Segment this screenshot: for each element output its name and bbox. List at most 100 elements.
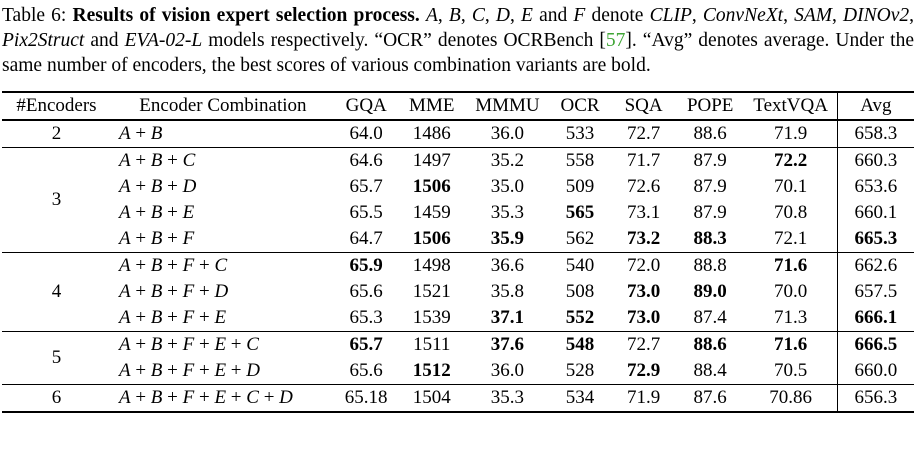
caption-segment: A — [425, 5, 438, 26]
caption-segment: models respectively. “OCR” denotes OCRBe… — [202, 30, 606, 51]
cell-avg: 658.3 — [836, 120, 914, 148]
table-row: A + B + F + E + D 65.6 1512 36.0 528 72.9 88.4… — [2, 358, 914, 385]
cell-mme: 1486 — [412, 123, 451, 144]
caption-segment: SAM — [794, 5, 833, 26]
column-header-encoder-combination: Encoder Combination — [139, 95, 307, 116]
caption-segment: Results of vision expert selection proce… — [72, 5, 426, 26]
caption-segment: C — [471, 5, 485, 26]
encoder-letter: D — [246, 360, 260, 381]
cell-mmmu: 35.3 — [490, 202, 525, 223]
encoder-letter: B — [150, 123, 163, 144]
caption-segment: B — [448, 5, 461, 26]
cell-gqa: 65.6 — [349, 281, 383, 302]
encoder-letter: F — [182, 255, 195, 276]
cell-gqa: 65.3 — [349, 307, 383, 328]
cell-textvqa: 71.6 — [774, 334, 808, 355]
cell-pope: 87.9 — [693, 202, 727, 223]
encoder-letter: A — [118, 228, 131, 249]
encoder-combination: A + B + F — [118, 228, 195, 249]
cell-mme: 1521 — [412, 281, 451, 302]
cell-ocr: 552 — [565, 307, 595, 328]
encoder-letter: C — [246, 334, 259, 355]
encoder-combination: A + B + F + E + D — [118, 360, 260, 381]
encoder-letter: D — [182, 176, 197, 197]
caption-segment: F — [573, 5, 586, 26]
cell-mmmu: 36.6 — [490, 255, 525, 276]
cell-mme: 1506 — [412, 176, 451, 197]
cell-mmmu: 37.6 — [490, 334, 525, 355]
table-row: 4 A + B + F + C 65.9 1498 36.6 540 72.0 88.8 71.… — [2, 252, 914, 302]
column-header-sqa: SQA — [624, 95, 663, 116]
column-header-mmmu: MMMU — [475, 95, 540, 116]
cell-mmmu: 35.0 — [490, 176, 525, 197]
encoder-letter: B — [150, 202, 163, 223]
encoders-count: 5 — [51, 347, 62, 368]
cell-mme: 1512 — [412, 360, 451, 381]
encoders-count: 4 — [51, 281, 62, 302]
cell-gqa: 65.6 — [349, 360, 383, 381]
caption-segment: denote — [585, 5, 650, 26]
column-header-textvqa: TextVQA — [753, 95, 828, 116]
cell-ocr: 528 — [565, 360, 595, 381]
cell-sqa: 71.7 — [626, 150, 661, 171]
encoder-combination: A + B + D — [118, 176, 197, 197]
encoder-letter: E — [214, 360, 227, 381]
cell-mmmu: 35.3 — [490, 387, 525, 408]
encoder-letter: B — [150, 360, 163, 381]
cell-mmmu: 37.1 — [490, 307, 525, 328]
caption-segment: DINOv2 — [843, 5, 910, 26]
encoder-letter: A — [118, 150, 131, 171]
encoders-count: 3 — [51, 189, 62, 210]
column-header-mme: MME — [409, 95, 455, 116]
cell-gqa: 65.5 — [349, 202, 383, 223]
cell-gqa: 64.0 — [349, 123, 383, 144]
table-caption: Table 6: Results of vision expert select… — [2, 3, 914, 78]
caption-segment: , — [509, 5, 522, 26]
cell-pope: 88.6 — [693, 334, 727, 355]
column-header-ocr: OCR — [560, 95, 600, 116]
encoder-combination: A + B + F + E + C — [118, 334, 259, 355]
caption-segment: , — [832, 5, 844, 26]
encoder-letter: F — [182, 360, 195, 381]
cell-pope: 87.9 — [693, 150, 727, 171]
cell-mme: 1498 — [412, 255, 451, 276]
cell-avg: 666.1 — [836, 305, 914, 332]
cell-mmmu: 36.0 — [490, 360, 525, 381]
cell-avg: 660.0 — [836, 358, 914, 385]
cell-mme: 1504 — [412, 387, 451, 408]
cell-pope: 87.6 — [693, 387, 727, 408]
encoder-letter: A — [118, 387, 131, 408]
cell-sqa: 72.9 — [626, 360, 661, 381]
cell-textvqa: 71.9 — [774, 123, 808, 144]
encoder-letter: B — [150, 176, 163, 197]
caption-segment: , — [783, 5, 795, 26]
cell-avg: 660.1 — [836, 200, 914, 226]
encoder-letter: B — [150, 334, 163, 355]
encoder-letter: A — [118, 307, 131, 328]
table-row: A + B + D 65.7 1506 35.0 509 72.6 87.9 70.1 653.… — [2, 174, 914, 200]
cell-avg: 653.6 — [836, 174, 914, 200]
table-row: A + B + F + E 65.3 1539 37.1 552 73.0 87.4 71.3… — [2, 305, 914, 332]
encoder-combination: A + B + F + C — [118, 255, 228, 276]
table-header: #Encoders Encoder Combination GQA MME MMMU OC… — [2, 92, 914, 120]
table-row: 6 A + B + F + E + C + D 65.18 1504 35.3 534 71… — [2, 384, 914, 412]
cell-sqa: 72.7 — [626, 123, 661, 144]
table-row: 5 A + B + F + E + C 65.7 1511 37.6 548 72.7 88.… — [2, 331, 914, 368]
cell-pope: 88.6 — [693, 123, 727, 144]
cell-textvqa: 70.8 — [774, 202, 808, 223]
table-row: A + B + F + D 65.6 1521 35.8 508 73.0 89.0 70.0… — [2, 279, 914, 305]
column-header-gqa: GQA — [345, 95, 387, 116]
caption-segment: E — [521, 5, 533, 26]
cell-pope: 88.3 — [693, 228, 727, 249]
cell-avg: 666.5 — [836, 331, 914, 358]
cell-sqa: 73.0 — [626, 281, 661, 302]
encoder-letter: F — [182, 281, 195, 302]
cell-avg: 660.3 — [836, 147, 914, 174]
cell-mme: 1539 — [412, 307, 451, 328]
cell-sqa: 73.2 — [626, 228, 661, 249]
cell-textvqa: 72.1 — [774, 228, 808, 249]
cell-avg: 665.3 — [836, 226, 914, 253]
cell-mme: 1497 — [412, 150, 451, 171]
